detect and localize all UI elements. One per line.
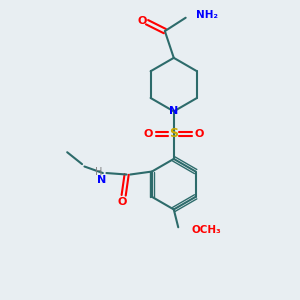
- Text: OCH₃: OCH₃: [192, 225, 221, 235]
- Text: S: S: [169, 127, 178, 140]
- Text: N: N: [169, 106, 178, 116]
- Text: O: O: [144, 129, 153, 139]
- Text: O: O: [194, 129, 204, 139]
- Text: O: O: [118, 197, 127, 207]
- Text: NH₂: NH₂: [196, 10, 218, 20]
- Text: H: H: [95, 167, 103, 176]
- Text: O: O: [138, 16, 147, 26]
- Text: N: N: [97, 175, 106, 184]
